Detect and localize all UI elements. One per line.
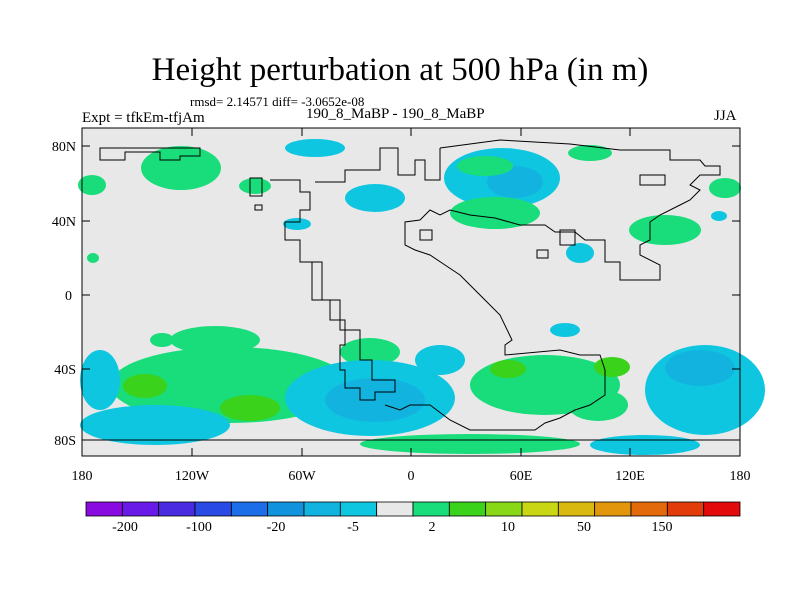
colorbar-box	[557, 501, 596, 517]
y-tick-label: 40S	[54, 363, 76, 378]
colorbar-box	[376, 501, 414, 517]
contour-region	[285, 139, 345, 157]
x-tick-label: 60E	[510, 469, 533, 484]
contour-region	[629, 215, 701, 245]
y-tick-label: 80N	[52, 140, 76, 155]
contour-region	[457, 156, 513, 176]
contour-region	[490, 360, 526, 378]
colorbar-box	[630, 501, 668, 517]
contour-region	[123, 374, 167, 398]
contour-region	[150, 333, 174, 347]
contour-region	[709, 178, 741, 198]
case-label: 190_8_MaBP - 190_8_MaBP	[306, 106, 485, 122]
colorbar	[85, 501, 741, 517]
y-tick-label: 0	[65, 289, 72, 304]
x-tick-label: 0	[408, 469, 415, 484]
contour-region	[239, 178, 271, 194]
colorbar-tick-label: 2	[429, 520, 436, 535]
colorbar-box	[230, 501, 269, 517]
y-axis	[82, 145, 740, 441]
y-tick-label: 40N	[52, 215, 76, 230]
colorbar-box	[412, 501, 450, 517]
contour-region	[340, 338, 400, 366]
contour-region	[87, 253, 99, 263]
colorbar-box	[594, 501, 632, 517]
coastlines	[83, 139, 740, 441]
colorbar-box	[485, 501, 523, 517]
x-axis	[81, 128, 741, 456]
contour-region	[568, 389, 628, 421]
colorbar-box	[521, 501, 559, 517]
stats-label: rmsd= 2.14571 diff= -3.0652e-08	[190, 94, 365, 109]
contour-region	[415, 345, 465, 375]
colorbar-box	[121, 501, 160, 517]
contour-region	[141, 146, 221, 190]
contour-region	[220, 395, 280, 421]
contour-region	[594, 357, 630, 377]
contour-region	[665, 350, 735, 386]
x-tick-label: 180	[730, 469, 751, 484]
contour-region	[283, 218, 311, 230]
colorbar-tick-label: -100	[186, 520, 212, 535]
colorbar-box	[339, 501, 378, 517]
season-label: JJA	[714, 108, 737, 124]
colorbar-tick-label: -200	[112, 520, 138, 535]
colorbar-box	[666, 501, 705, 517]
colorbar-box	[448, 501, 487, 517]
contour-region	[566, 243, 594, 263]
colorbar-tick-label: -20	[267, 520, 286, 535]
colorbar-box	[194, 501, 232, 517]
y-tick-label: 80S	[54, 434, 76, 449]
contour-region	[78, 175, 106, 195]
experiment-label: Expt = tfkEm-tfjAm	[82, 110, 205, 126]
chart-title: Height perturbation at 500 hPa (in m)	[151, 52, 649, 88]
colorbar-tick-label: 50	[577, 520, 591, 535]
colorbar-box	[703, 501, 741, 517]
contour-region	[711, 211, 727, 221]
colorbar-box	[267, 501, 305, 517]
contour-region	[345, 184, 405, 212]
x-tick-label: 60W	[288, 469, 316, 484]
contour-region	[450, 197, 540, 229]
colorbar-box	[303, 501, 341, 517]
colorbar-box	[85, 501, 123, 517]
contour-region	[360, 434, 580, 454]
contour-region	[170, 326, 260, 354]
contour-region	[568, 145, 612, 161]
x-tick-label: 120W	[175, 469, 210, 484]
colorbar-tick-label: -5	[347, 520, 359, 535]
contour-region	[590, 435, 700, 455]
x-tick-label: 120E	[615, 469, 645, 484]
colorbar-tick-label: 150	[652, 520, 673, 535]
colorbar-tick-label: 10	[501, 520, 515, 535]
x-tick-label: 180	[72, 469, 93, 484]
colorbar-box	[158, 501, 196, 517]
contour-region	[80, 350, 120, 410]
contour-region	[550, 323, 580, 337]
contour-region	[80, 405, 230, 445]
